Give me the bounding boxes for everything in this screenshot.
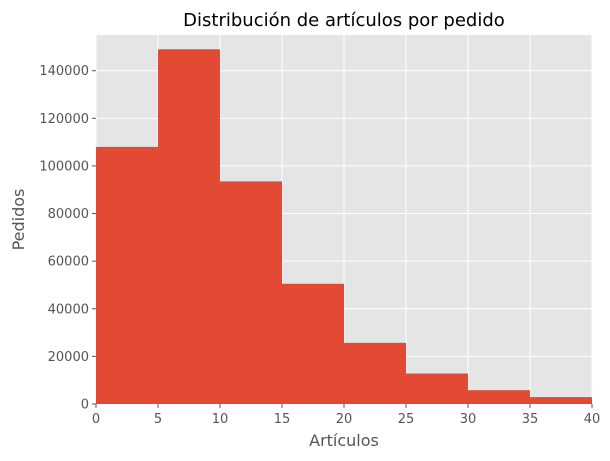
- x-tick-label: 40: [584, 412, 601, 427]
- chart-title: Distribución de artículos por pedido: [183, 10, 505, 31]
- histogram-bar: [406, 373, 468, 404]
- histogram-bar: [220, 181, 282, 404]
- y-tick-label: 20000: [48, 350, 89, 365]
- x-tick-label: 15: [274, 412, 291, 427]
- y-tick-label: 0: [81, 398, 89, 413]
- histogram-bar: [96, 146, 158, 404]
- y-axis-ticks: 0 20000 40000 60000 80000 100000 120000 140000: [39, 64, 96, 413]
- y-tick-label: 60000: [48, 255, 89, 270]
- histogram-bar: [158, 49, 220, 404]
- x-tick-label: 5: [154, 412, 162, 427]
- x-axis-ticks: 0 5 10 15 20 25 30 35 40: [92, 404, 600, 427]
- y-tick-label: 140000: [39, 64, 89, 79]
- x-tick-label: 25: [398, 412, 415, 427]
- y-tick-label: 80000: [48, 207, 89, 222]
- histogram-bar: [344, 342, 406, 404]
- histogram-bar: [282, 283, 344, 404]
- x-tick-label: 20: [336, 412, 353, 427]
- x-tick-label: 10: [212, 412, 229, 427]
- x-tick-label: 0: [92, 412, 100, 427]
- histogram-bar: [468, 390, 530, 404]
- x-tick-label: 30: [460, 412, 477, 427]
- y-tick-label: 100000: [39, 159, 89, 174]
- histogram-bar: [530, 397, 592, 404]
- y-tick-label: 40000: [48, 302, 89, 317]
- y-axis-label: Pedidos: [9, 189, 28, 251]
- x-tick-label: 35: [522, 412, 539, 427]
- x-axis-label: Artículos: [309, 431, 379, 450]
- y-tick-label: 120000: [39, 112, 89, 127]
- bars: [96, 49, 592, 404]
